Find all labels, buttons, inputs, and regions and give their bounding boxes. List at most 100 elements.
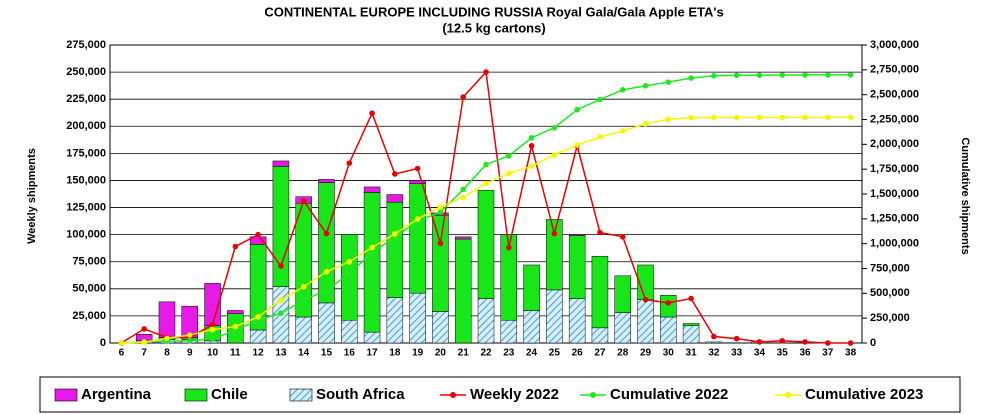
- y2-tick-label: 2,750,000: [870, 64, 919, 76]
- point: [505, 153, 512, 159]
- bar: [682, 323, 700, 326]
- y2-tick-label: 0: [870, 337, 876, 349]
- legend-label: Cumulative 2022: [610, 386, 728, 403]
- x-tick-label: 27: [594, 348, 606, 359]
- bar: [568, 298, 586, 344]
- point: [665, 116, 672, 123]
- point: [483, 69, 489, 75]
- point: [597, 96, 603, 103]
- point: [711, 114, 717, 121]
- bar: [386, 297, 404, 344]
- point: [483, 161, 489, 168]
- point: [186, 337, 193, 344]
- point: [278, 263, 284, 269]
- bar: [432, 214, 449, 312]
- point: [779, 72, 786, 78]
- point: [255, 231, 261, 238]
- point: [733, 114, 740, 121]
- y2-tick-label: 1,750,000: [870, 163, 919, 175]
- bar: [568, 235, 586, 299]
- point: [483, 180, 489, 187]
- point: [300, 198, 307, 204]
- point: [437, 204, 444, 210]
- y-tick-label: 250,000: [66, 66, 106, 78]
- point: [688, 114, 694, 121]
- chart-subtitle: (12.5 kg cartons): [442, 20, 545, 35]
- bar: [682, 325, 700, 344]
- bar: [432, 311, 449, 344]
- point: [346, 259, 353, 265]
- point: [414, 165, 421, 172]
- x-tick-label: 18: [389, 348, 401, 359]
- y-tick-label: 100,000: [66, 229, 106, 241]
- y2-tick-label: 250,000: [870, 312, 910, 324]
- point: [528, 134, 535, 141]
- chart-title: CONTINENTAL EUROPE INCLUDING RUSSIA Roya…: [264, 4, 723, 19]
- y2-tick-label: 3,000,000: [870, 39, 919, 51]
- x-tick-label: 16: [344, 348, 356, 359]
- point: [825, 72, 831, 78]
- point: [825, 114, 831, 121]
- point: [551, 124, 558, 131]
- bar: [341, 234, 358, 321]
- bar: [637, 299, 654, 344]
- point: [209, 326, 216, 333]
- point: [414, 216, 421, 222]
- point: [255, 314, 261, 320]
- bar: [614, 275, 631, 313]
- x-tick-label: 8: [164, 348, 170, 359]
- y2-axis-title: Cumulative shipments: [959, 137, 971, 254]
- point: [141, 339, 147, 346]
- x-tick-label: 35: [777, 348, 789, 359]
- point: [597, 134, 603, 140]
- bar: [272, 160, 290, 167]
- bar: [660, 316, 677, 344]
- point: [323, 268, 330, 275]
- point: [619, 86, 626, 93]
- point: [574, 106, 580, 113]
- bar: [568, 234, 586, 236]
- point: [733, 72, 740, 79]
- point: [779, 114, 786, 121]
- point: [711, 333, 717, 340]
- bar: [477, 189, 495, 299]
- y2-tick-label: 2,000,000: [870, 138, 919, 150]
- bar: [386, 194, 404, 203]
- point: [756, 114, 763, 121]
- point: [551, 230, 558, 237]
- x-tick-label: 23: [503, 348, 515, 359]
- bar: [546, 289, 563, 344]
- legend-label: South Africa: [316, 386, 405, 403]
- y-tick-label: 200,000: [66, 120, 106, 132]
- bar: [454, 236, 472, 240]
- y-tick-label: 125,000: [66, 201, 106, 213]
- x-tick-label: 10: [207, 348, 219, 359]
- point: [437, 240, 444, 247]
- x-tick-label: 33: [731, 348, 743, 359]
- x-tick-label: 29: [640, 348, 652, 359]
- point: [369, 110, 375, 117]
- x-tick-label: 15: [321, 348, 333, 359]
- x-tick-label: 20: [435, 348, 447, 359]
- point: [437, 209, 444, 215]
- point: [141, 326, 147, 332]
- bar: [614, 312, 631, 344]
- x-tick-label: 11: [230, 348, 241, 359]
- y2-tick-label: 2,500,000: [870, 89, 919, 101]
- x-tick-label: 34: [754, 348, 766, 359]
- point: [460, 94, 467, 100]
- point: [619, 128, 626, 134]
- bar: [249, 329, 267, 344]
- y-tick-label: 150,000: [66, 174, 106, 186]
- y-tick-label: 175,000: [66, 147, 106, 159]
- y-tick-label: 225,000: [66, 93, 106, 105]
- bar: [318, 182, 335, 304]
- bar: [409, 292, 426, 344]
- x-tick-label: 19: [412, 348, 424, 359]
- x-tick-label: 25: [549, 348, 561, 359]
- y2-tick-label: 1,250,000: [870, 213, 919, 225]
- x-tick-label: 31: [686, 348, 698, 359]
- point: [574, 142, 580, 148]
- legend-swatch: [54, 388, 78, 402]
- point: [642, 296, 649, 303]
